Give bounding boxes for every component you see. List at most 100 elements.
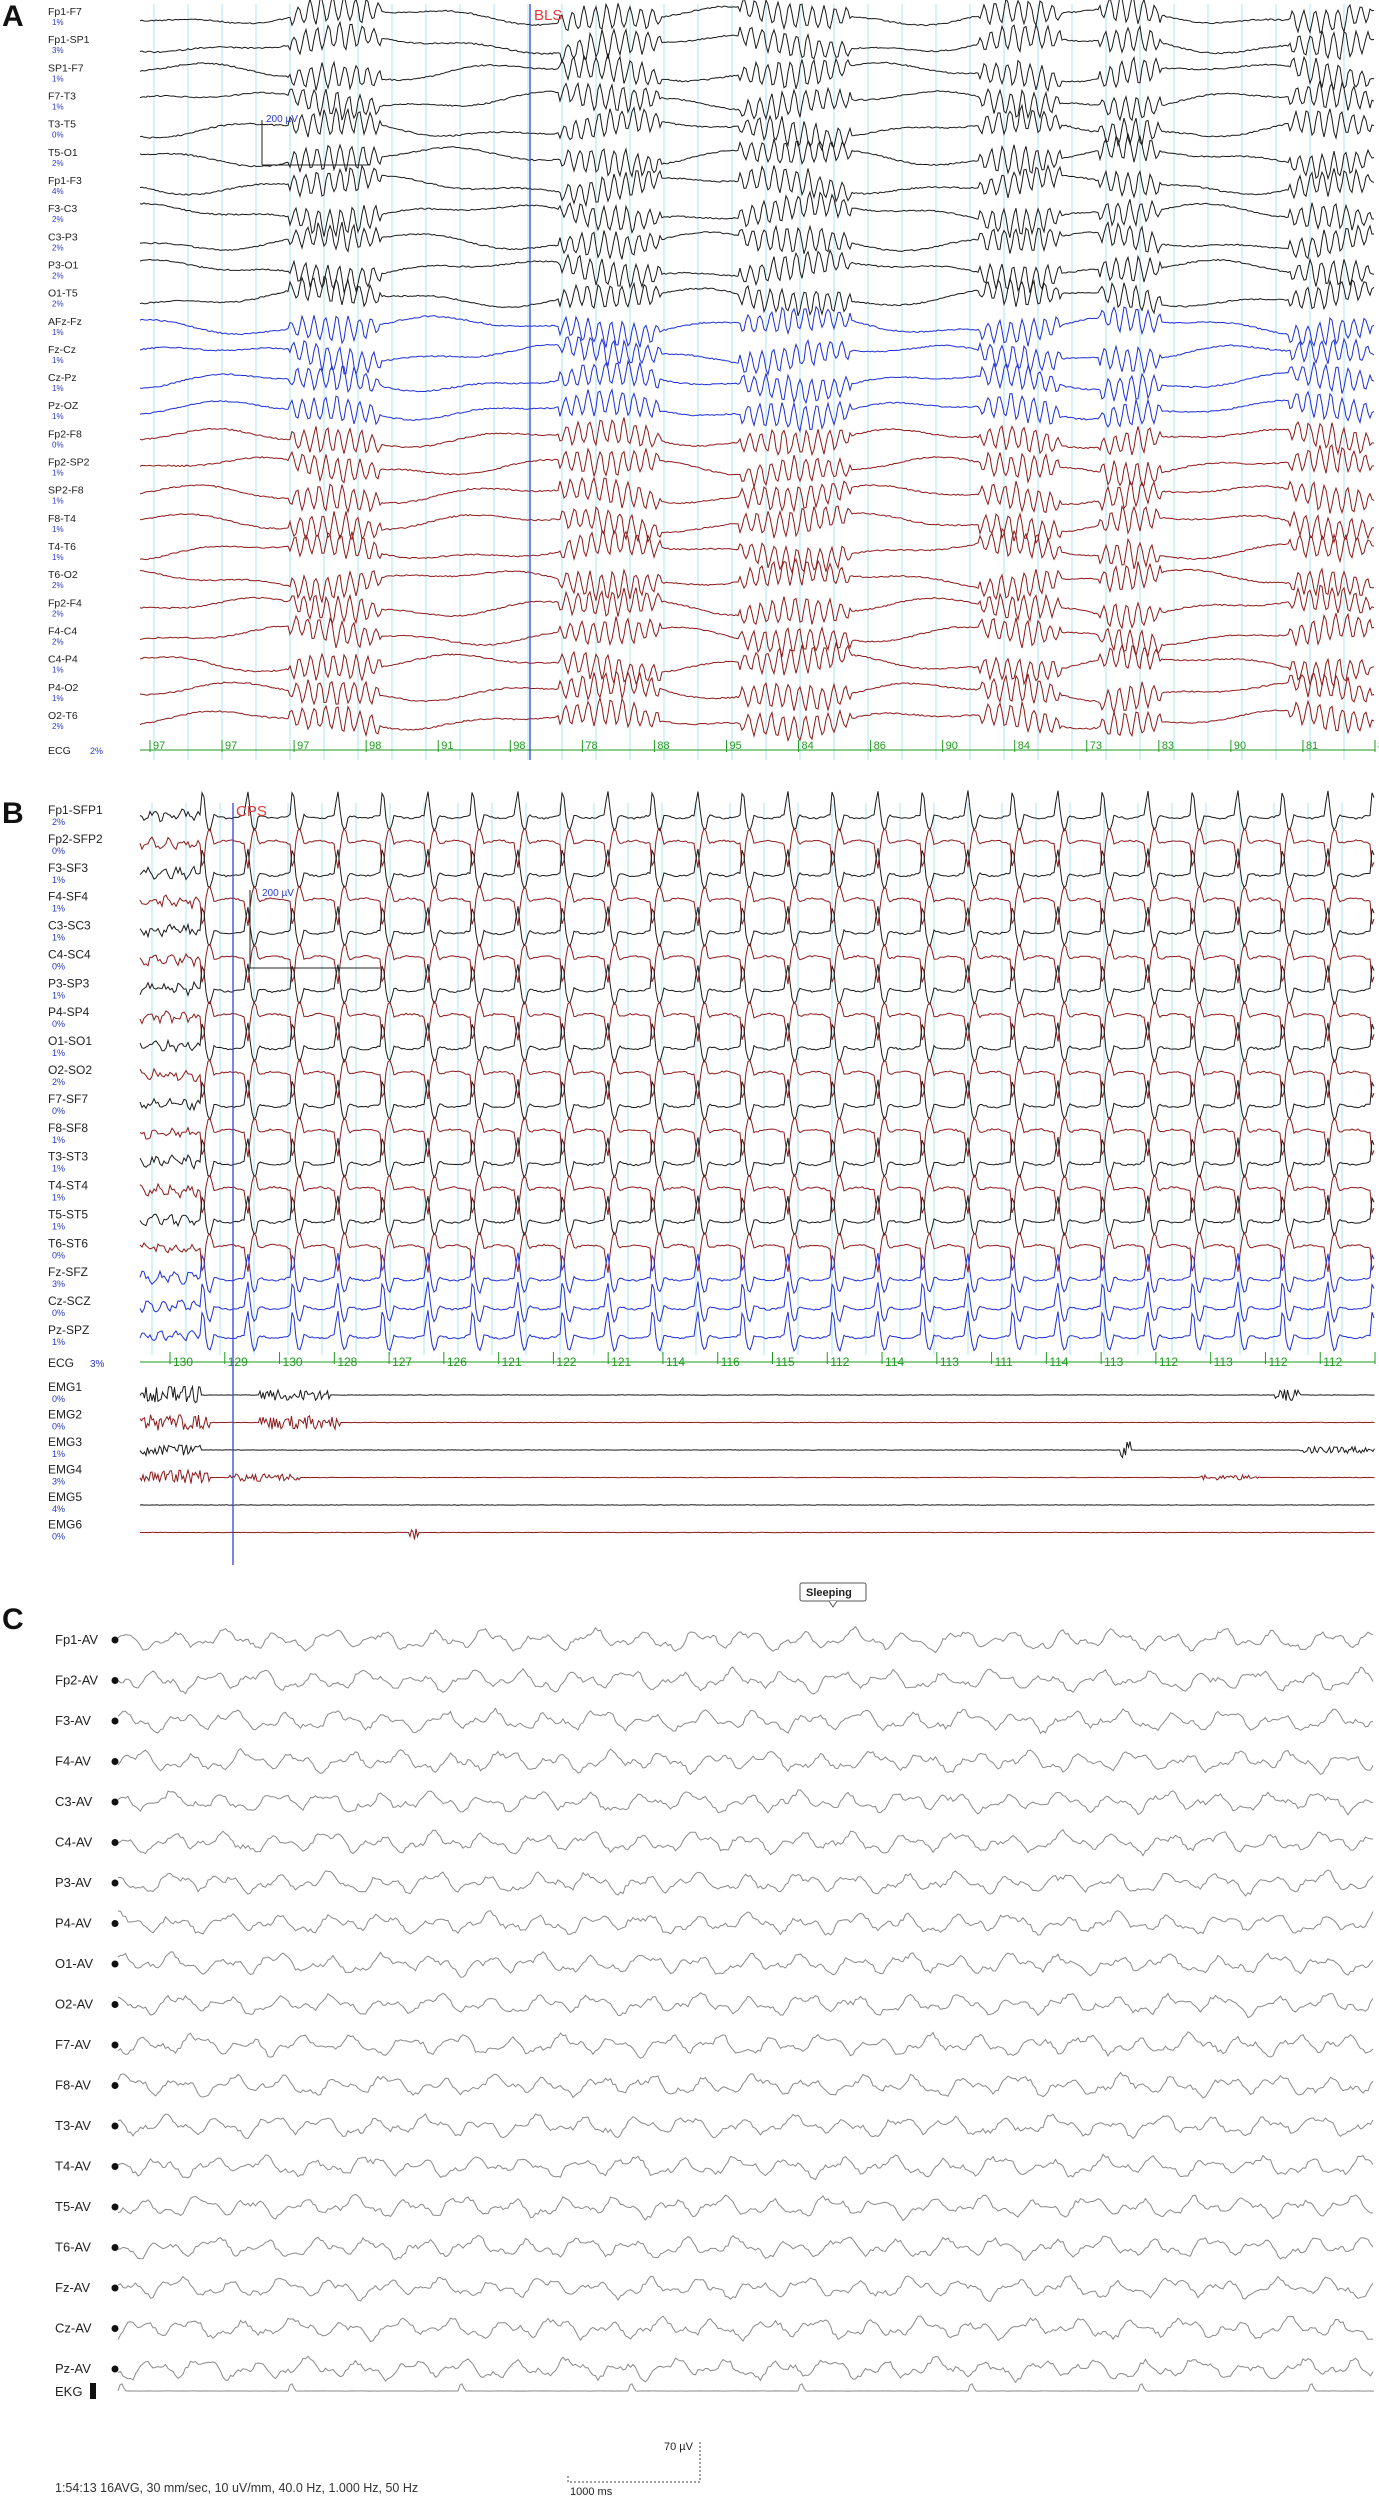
scale-label: 200 µV [266,114,298,125]
channel-label: F3-C3 [48,203,77,215]
trace-c4-av [117,1828,1374,1857]
channel-percent: 0% [52,1019,65,1029]
channel-dot [111,2041,119,2049]
channel-percent: 1% [52,1337,65,1347]
channel-percent: 0% [52,846,65,856]
channel-label: T5-O1 [48,147,78,159]
heart-rate-label: 130 [283,1355,303,1369]
channel-dot [111,2284,119,2292]
channel-dot [111,1758,119,1765]
channel-label: O2-AV [55,1997,93,2012]
channel-label: P3-AV [55,1875,92,1890]
heart-rate-label: 112 [830,1355,849,1369]
channel-percent: 2% [52,243,64,252]
channel-label: Cz-SCZ [48,1294,91,1308]
heart-rate-label: 129 [228,1355,248,1369]
scale-bar [261,120,370,166]
channel-percent: 0% [52,1308,65,1318]
panel-b-eeg: Fp1-SFP12%Fp2-SFP20%F3-SF31%F4-SF41%C3-S… [48,790,1379,1565]
scale-label: 200 µV [262,888,294,899]
channel-percent: 1% [52,497,64,506]
channel-percent: 1% [52,384,64,393]
channel-dot [111,2163,119,2170]
channel-percent: 4% [52,187,64,196]
heart-rate-label: 112 [1323,1355,1342,1369]
trace-f4-sf4 [139,884,1375,927]
heart-rate-label: 84 [1018,740,1030,752]
trace-f4-av [117,1747,1374,1776]
channel-percent: 1% [52,1221,65,1231]
trace-fp1-sp1 [139,20,1375,64]
trace-p4-sp4 [139,1000,1375,1042]
channel-label: T4-ST4 [48,1179,88,1193]
heart-rate-label: 122 [556,1355,576,1369]
channel-percent: 1% [52,525,64,534]
trace-afz-fz [139,305,1375,348]
trace-t3-st3 [139,1136,1375,1179]
emg-percent: 0% [52,1532,65,1542]
channel-dot [111,1960,119,1968]
time-scale-label: 1000 ms [570,2486,613,2498]
channel-label: C4-SC4 [48,947,91,961]
channel-percent: 1% [52,412,64,421]
channel-percent: 1% [52,666,64,675]
trace-t4-t6 [139,527,1375,575]
trace-t4-st4 [139,1173,1375,1216]
channel-label: Fp2-F8 [48,428,82,440]
emg-percent: 3% [52,1477,65,1487]
channel-percent: 1% [52,469,64,478]
channel-percent: 1% [52,875,65,885]
panel-a-eeg: Fp1-F71%Fp1-SP13%SP1-F71%F7-T31%T3-T50%T… [48,0,1379,760]
channel-label: SP2-F8 [48,485,84,497]
channel-percent: 1% [52,356,64,365]
heart-rate-label: 84 [802,740,814,752]
channel-label: Pz-SPZ [48,1323,89,1337]
event-label: CPS [236,803,267,820]
emg-label: EMG2 [48,1408,82,1422]
heart-rate-label: 126 [447,1355,467,1369]
trace-f7-t3 [139,80,1375,122]
channel-percent: 1% [52,990,65,1000]
channel-label: F8-T4 [48,513,76,525]
channel-percent: 1% [52,328,64,337]
channel-label: O1-AV [55,1956,93,1971]
trace-f3-c3 [139,190,1375,238]
panel-c-eeg: Fp1-AV Fp2-AV F3-AV F4-AV C3-AV C4-AV P3-AV P4-… [55,1582,1375,2498]
emg-label: EMG3 [48,1435,82,1449]
channel-label: Fp2-AV [55,1673,98,1688]
heart-rate-label: 113 [940,1355,959,1369]
heart-rate-label: 121 [502,1355,522,1369]
heart-rate-label: 90 [1234,740,1246,752]
channel-percent: 0% [52,961,65,971]
channel-percent: 2% [52,609,64,618]
channel-label: F3-SF3 [48,861,88,875]
trace-o2-av [117,1992,1374,2019]
channel-dot [111,1677,119,1684]
scale-bar [249,890,380,969]
channel-dot [111,1879,119,1887]
trace-f8-t4 [139,504,1375,545]
channel-dot [111,1920,119,1927]
heart-rate-label: 112 [1268,1355,1287,1369]
channel-label: Cz-AV [55,2321,92,2336]
channel-label: O2-T6 [48,710,78,722]
trace-f4-c4 [139,612,1375,658]
trace-f3-sf3 [139,848,1375,890]
channel-label: T6-ST6 [48,1236,88,1250]
channel-percent: 2% [52,722,64,731]
ecg-percent: 2% [90,746,103,756]
ekg-label: EKG [55,2384,82,2399]
emg-trace-2 [139,1414,1375,1431]
heart-rate-label: 130 [173,1355,193,1369]
channel-label: F8-AV [55,2078,91,2093]
ecg-label: ECG [48,745,71,757]
trace-pz-oz [139,388,1375,433]
channel-label: P4-AV [55,1916,92,1931]
heart-rate-label: 97 [297,740,309,752]
trace-t6-av [117,2234,1374,2261]
channel-label: T5-ST5 [48,1207,88,1221]
trace-t5-st5 [139,1194,1375,1237]
channel-percent: 2% [52,581,64,590]
channel-dot [111,2203,119,2211]
